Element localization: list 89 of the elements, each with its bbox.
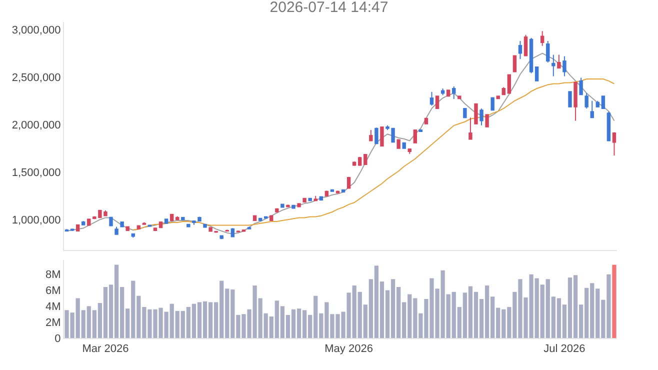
candlestick bbox=[458, 95, 462, 100]
candlestick bbox=[534, 66, 539, 82]
candlestick bbox=[512, 54, 517, 73]
candlestick bbox=[408, 148, 412, 154]
candlestick bbox=[474, 102, 478, 125]
candlestick bbox=[352, 160, 356, 166]
y-tick-label: 2,500,000 bbox=[12, 72, 61, 84]
candlestick bbox=[236, 230, 240, 233]
candlestick bbox=[590, 100, 594, 119]
candlestick bbox=[280, 203, 284, 208]
candlestick bbox=[518, 40, 522, 60]
candlestick bbox=[87, 218, 91, 226]
y-tick-label: 4M bbox=[46, 301, 61, 314]
candlestick bbox=[557, 54, 561, 69]
candlestick bbox=[164, 218, 168, 224]
candlestick bbox=[181, 216, 185, 221]
candlestick bbox=[114, 226, 118, 236]
candlestick bbox=[463, 107, 467, 119]
candlestick bbox=[242, 229, 246, 232]
x-tick-label: Mar 2026 bbox=[82, 343, 129, 356]
candlestick bbox=[126, 226, 130, 232]
candlestick bbox=[552, 54, 556, 77]
candlestick bbox=[336, 190, 340, 194]
y-tick-label: 1,500,000 bbox=[12, 166, 61, 179]
line-series bbox=[132, 78, 615, 231]
candlestick bbox=[64, 228, 69, 232]
candlestick bbox=[430, 91, 434, 106]
candlestick bbox=[574, 81, 578, 122]
y-tick-label: 2M bbox=[46, 316, 61, 329]
candlestick bbox=[297, 202, 301, 208]
candlestick bbox=[82, 220, 86, 226]
candlestick bbox=[529, 37, 534, 74]
x-tick-label: Jul 2026 bbox=[544, 343, 586, 356]
candlestick bbox=[596, 100, 600, 108]
candlestick bbox=[612, 132, 616, 156]
candlestick bbox=[314, 195, 318, 202]
candlestick bbox=[540, 30, 544, 46]
candlestick bbox=[579, 77, 583, 96]
candlestick bbox=[562, 56, 566, 77]
x-tick-label: May 2026 bbox=[324, 343, 373, 356]
candlestick bbox=[286, 204, 290, 208]
y-tick-label: 1,000,000 bbox=[12, 214, 61, 226]
candlestick bbox=[358, 156, 362, 166]
candlestick bbox=[396, 138, 400, 150]
bar bbox=[612, 264, 616, 338]
candlestick bbox=[203, 223, 207, 228]
candlestick bbox=[186, 223, 190, 228]
candlestick bbox=[109, 216, 113, 227]
candlestick bbox=[402, 142, 406, 150]
y-tick-label: 8M bbox=[46, 269, 61, 282]
candlestick bbox=[364, 153, 368, 166]
candlestick bbox=[369, 130, 373, 142]
y-tick-label: 3,000,000 bbox=[12, 24, 61, 36]
candlestick bbox=[446, 89, 450, 98]
candlestick bbox=[247, 226, 252, 230]
candlestick bbox=[490, 96, 494, 112]
candlestick bbox=[374, 127, 378, 145]
line-series bbox=[66, 52, 615, 234]
candlestick bbox=[275, 208, 279, 213]
y-tick-label: 6M bbox=[46, 285, 61, 298]
candlestick bbox=[292, 204, 296, 210]
candlestick bbox=[380, 126, 384, 147]
candlestick bbox=[435, 95, 440, 110]
candlestick bbox=[524, 34, 528, 57]
candlestick bbox=[568, 90, 572, 108]
candlestick bbox=[507, 74, 512, 94]
candlestick bbox=[480, 108, 484, 126]
candlestick bbox=[302, 197, 306, 203]
candlestick bbox=[346, 176, 351, 190]
candlestick bbox=[230, 228, 235, 238]
candlestick bbox=[584, 92, 588, 109]
y-tick-label: 2,000,000 bbox=[12, 119, 61, 132]
candlestick bbox=[546, 40, 550, 63]
y-tick-label: 0 bbox=[54, 332, 61, 345]
candlestick bbox=[330, 188, 334, 192]
candlestick bbox=[485, 114, 489, 128]
chart-title: 2026-07-14 14:47 bbox=[270, 0, 388, 16]
candlestick bbox=[120, 221, 124, 228]
candlestick bbox=[502, 86, 506, 96]
candlestick bbox=[452, 86, 456, 100]
candlestick bbox=[324, 190, 329, 197]
candlestick bbox=[424, 117, 428, 125]
candlestick bbox=[601, 95, 606, 110]
candlestick bbox=[606, 111, 611, 142]
candlestick bbox=[308, 197, 312, 202]
candlestick bbox=[440, 88, 445, 96]
candlestick bbox=[153, 227, 158, 232]
candlestick bbox=[413, 129, 418, 144]
candlestick bbox=[468, 117, 472, 140]
